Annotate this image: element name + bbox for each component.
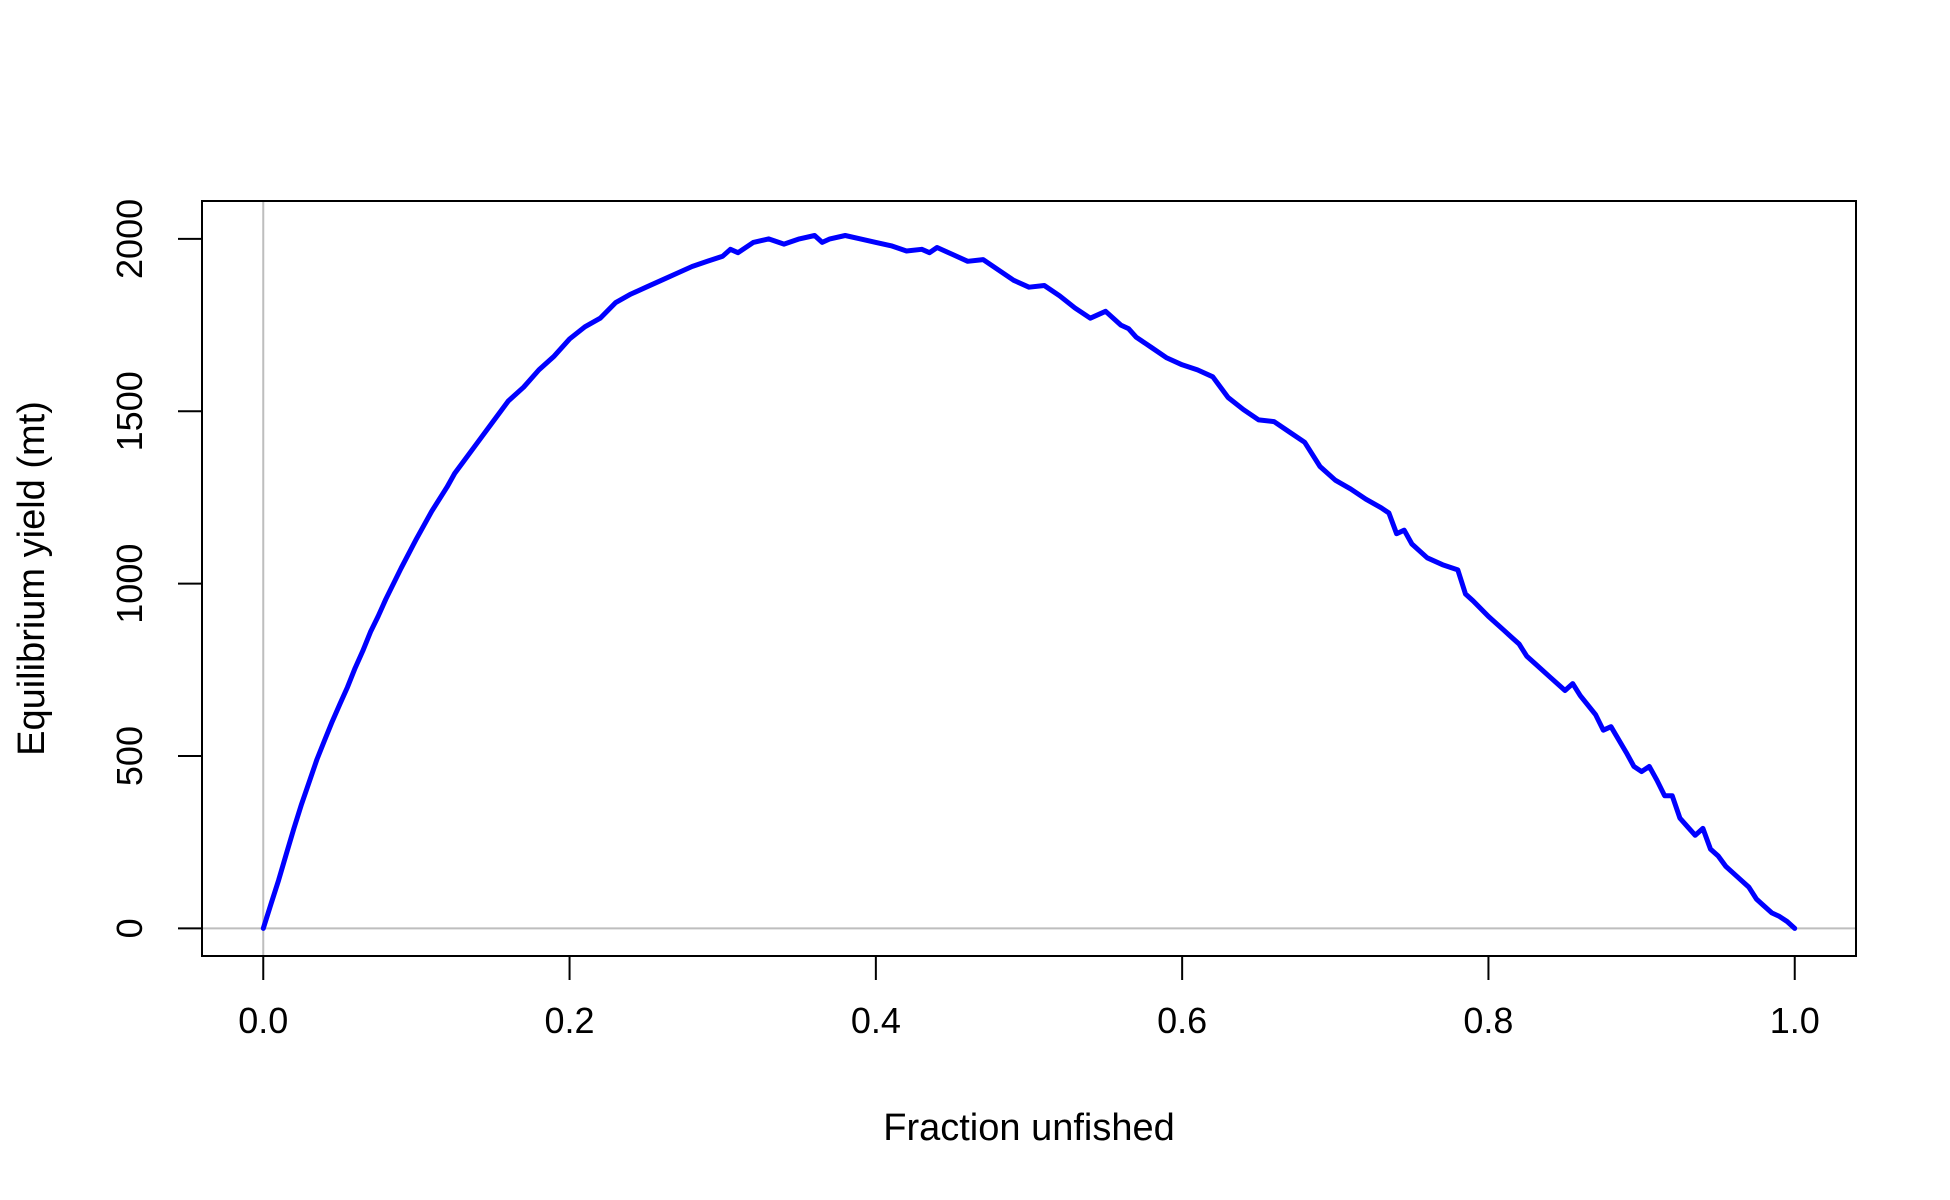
y-tick-label: 0 (109, 918, 150, 938)
x-axis-title: Fraction unfished (883, 1107, 1175, 1149)
x-tick-label: 0.6 (1157, 1000, 1207, 1041)
yield-curve-line (260, 233, 1798, 931)
x-tick-label: 0.2 (545, 1000, 595, 1041)
y-tick-label: 500 (109, 726, 150, 786)
y-tick-label: 1000 (109, 544, 150, 624)
plot-area-frame (201, 200, 1857, 957)
x-tick-label: 1.0 (1770, 1000, 1820, 1041)
x-tick-label: 0.4 (851, 1000, 901, 1041)
y-tick-label: 2000 (109, 199, 150, 279)
y-axis: 0 500 1000 1500 2000 (109, 199, 203, 938)
y-axis-title: Equilibrium yield (mt) (11, 401, 53, 756)
reference-lines (202, 201, 1856, 956)
y-tick-label: 1500 (109, 371, 150, 451)
x-tick-label: 0.8 (1463, 1000, 1513, 1041)
series-layer (260, 233, 1798, 931)
x-axis: 0.0 0.2 0.4 0.6 0.8 1.0 (238, 955, 1820, 1041)
x-tick-label: 0.0 (238, 1000, 288, 1041)
